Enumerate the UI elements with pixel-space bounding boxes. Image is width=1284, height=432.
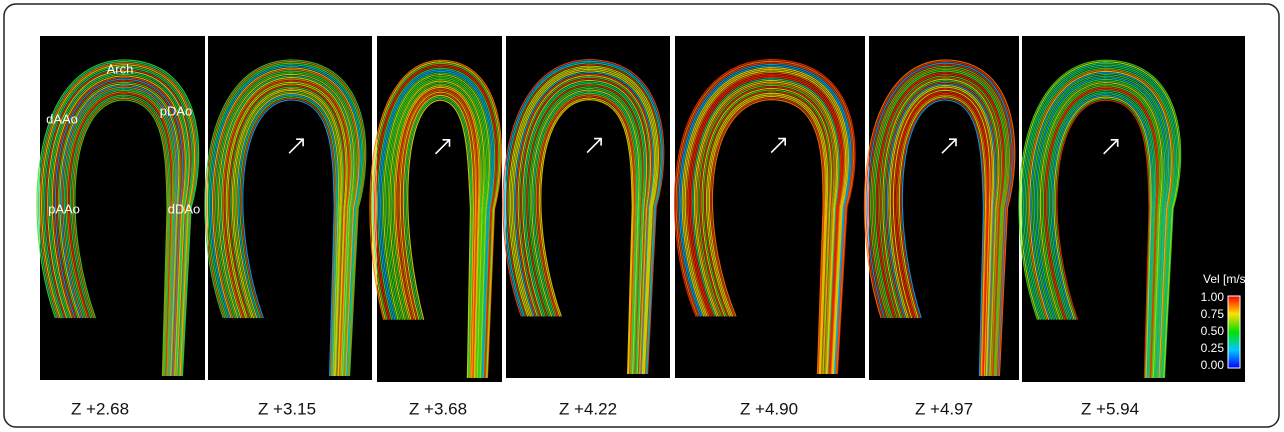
anatomy-label: dDAo	[168, 201, 201, 216]
anatomy-label: pAAo	[48, 201, 80, 216]
panel-caption: Z +3.68	[409, 399, 467, 418]
panel-caption: Z +2.68	[71, 399, 129, 418]
panel-caption: Z +4.22	[559, 399, 617, 418]
anatomy-label: dAAo	[46, 111, 78, 126]
anatomy-label: Arch	[107, 61, 134, 76]
colorbar-tick-label: 0.75	[1201, 307, 1225, 321]
colorbar-tick-label: 0.25	[1201, 341, 1225, 355]
panel-caption: Z +4.97	[915, 399, 973, 418]
panel-caption: Z +5.94	[1081, 399, 1139, 418]
panel-caption: Z +3.15	[258, 399, 316, 418]
figure: Z +2.68 Z +3.15 Z +3.68 Z +4.22 Z +4.90 Z +4.…	[0, 0, 1284, 432]
colorbar-tick-label: 1.00	[1201, 290, 1225, 304]
colorbar-tick-label: 0.00	[1201, 358, 1225, 372]
colorbar-tick-label: 0.50	[1201, 324, 1225, 338]
colorbar	[1228, 296, 1240, 368]
colorbar-title: Vel [m/s]	[1203, 272, 1249, 286]
anatomy-label: pDAo	[160, 103, 193, 118]
panel-caption: Z +4.90	[740, 399, 798, 418]
